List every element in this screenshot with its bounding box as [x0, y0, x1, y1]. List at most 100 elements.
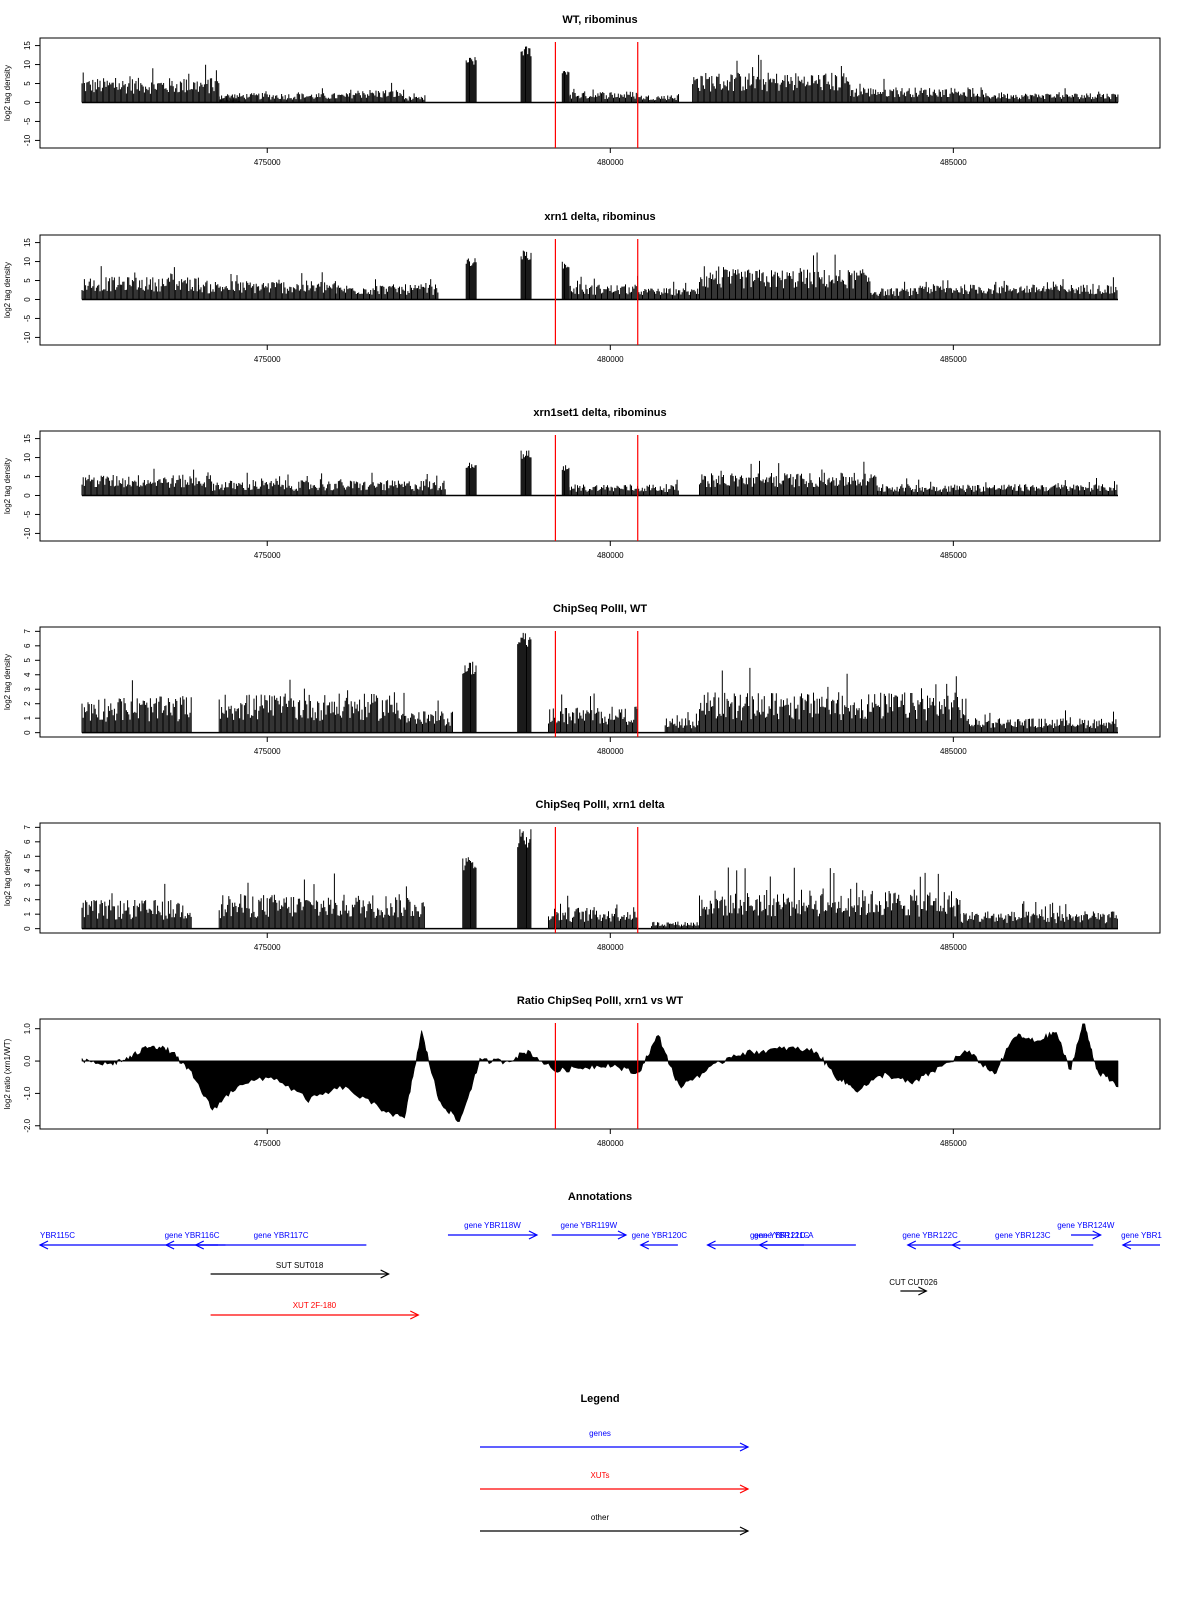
y-tick-label: 10 — [23, 257, 32, 266]
signal-bars — [218, 873, 425, 929]
y-tick-label: -5 — [23, 510, 32, 518]
x-tick-label: 485000 — [940, 1139, 967, 1148]
y-tick-label: -10 — [23, 331, 32, 343]
y-tick-label: 10 — [23, 453, 32, 462]
y-tick-label: 3 — [23, 686, 32, 691]
gene-label: gene YBR117C — [254, 1231, 309, 1240]
signal-bars — [959, 901, 1118, 929]
y-tick-label: 1 — [23, 911, 32, 916]
signal-bars — [81, 64, 220, 103]
gene-arrow-head — [617, 1230, 628, 1240]
signal-bars — [664, 712, 700, 733]
signal-bars — [465, 258, 477, 300]
y-tick-label: 0 — [23, 926, 32, 931]
y-tick-label: 15 — [23, 434, 32, 443]
panel-title: xrn1set1 delta, ribominus — [533, 407, 666, 419]
x-tick-label: 475000 — [254, 747, 281, 756]
legend-item-arrow-head — [739, 1442, 750, 1452]
signal-bars — [994, 478, 1118, 496]
y-tick-label: 2 — [23, 701, 32, 706]
y-tick-label: 1 — [23, 715, 32, 720]
signal-bars — [81, 883, 192, 929]
y-tick-label: -10 — [23, 134, 32, 146]
x-tick-label: 480000 — [597, 355, 624, 364]
signal-bars — [699, 667, 967, 733]
x-tick-label: 475000 — [254, 551, 281, 560]
legend: Legend genes XUTs other — [480, 1393, 750, 1536]
signal-bars — [966, 710, 1118, 733]
panel-5: ChipSeq PolII, xrn1 delta 0 1 2 3 4 5 6 7 log2 ta… — [3, 799, 1161, 952]
gene-label: gene YBR120C — [632, 1231, 688, 1240]
signal-bars — [198, 272, 336, 300]
plot-frame — [39, 37, 1161, 149]
panel-title: ChipSeq PolII, WT — [553, 603, 647, 615]
xut-label: XUT 2F-180 — [293, 1301, 337, 1310]
x-tick-label: 480000 — [597, 747, 624, 756]
gene-arrow-head — [194, 1240, 205, 1250]
x-tick-label: 485000 — [940, 943, 967, 952]
x-tick-label: 475000 — [254, 943, 281, 952]
signal-bars — [973, 87, 1119, 103]
panel-title: WT, ribominus — [562, 14, 637, 26]
legend-title: Legend — [580, 1393, 619, 1405]
gene-label: gene YBR123C — [995, 1231, 1051, 1240]
signal-bars — [462, 661, 477, 733]
y-axis-label: log2 tag density — [3, 262, 12, 318]
gene-label: gene YBR116C — [165, 1231, 220, 1240]
legend-item-label: XUTs — [590, 1471, 609, 1480]
signal-bars — [465, 57, 477, 103]
signal-bars — [699, 252, 871, 300]
signal-bars — [517, 632, 532, 733]
gene-label: gene YBR122C — [902, 1231, 958, 1240]
x-tick-label: 480000 — [597, 1139, 624, 1148]
y-tick-label: 6 — [23, 839, 32, 844]
signal-bars — [548, 693, 638, 733]
plot-frame — [39, 234, 1161, 346]
ratio-area — [81, 1023, 1119, 1122]
x-tick-label: 485000 — [940, 551, 967, 560]
gene-arrow-head — [906, 1240, 917, 1250]
y-axis-label: log2 ratio (xrn1/WT) — [3, 1038, 12, 1109]
y-tick-label: -5 — [23, 117, 32, 125]
y-tick-label: 15 — [23, 238, 32, 247]
legend-item-arrow-head — [739, 1526, 750, 1536]
gene-label: gene YBR119W — [561, 1221, 618, 1230]
signal-bars — [637, 281, 700, 300]
y-axis-label: log2 tag density — [3, 850, 12, 906]
x-tick-label: 475000 — [254, 355, 281, 364]
signal-bars — [877, 478, 995, 496]
y-tick-label: 0 — [23, 100, 32, 105]
gene-arrow-head — [164, 1240, 175, 1250]
other-label: CUT CUT026 — [889, 1278, 938, 1287]
signal-bars — [349, 82, 405, 103]
gene-label: gene YBR124W — [1057, 1221, 1115, 1230]
y-tick-label: 15 — [23, 41, 32, 50]
y-tick-label: 0 — [23, 297, 32, 302]
signal-bars — [517, 829, 532, 929]
signal-bars — [692, 54, 851, 103]
legend-item-arrow-head — [739, 1484, 750, 1494]
gene-arrow-head — [528, 1230, 539, 1240]
legend-item-label: other — [591, 1513, 610, 1522]
signal-bars — [462, 857, 477, 929]
signal-bars — [561, 71, 570, 103]
y-tick-label: 1.0 — [23, 1023, 32, 1035]
signal-bars — [561, 465, 570, 496]
y-tick-label: 4 — [23, 672, 32, 677]
xut-arrow-head — [410, 1310, 420, 1320]
y-tick-label: 0 — [23, 730, 32, 735]
x-tick-label: 475000 — [254, 158, 281, 167]
x-tick-label: 480000 — [597, 158, 624, 167]
panel-3: xrn1set1 delta, ribominus -10 -5 0 5 10 15 log2… — [3, 407, 1161, 560]
signal-bars — [81, 468, 213, 496]
signal-bars — [335, 279, 439, 300]
gene-arrow-head — [1092, 1230, 1103, 1240]
signal-bars — [548, 895, 638, 929]
y-tick-label: 5 — [23, 278, 32, 283]
gene-arrow-head — [1121, 1240, 1132, 1250]
signal-bars — [465, 462, 477, 496]
panel-6: Ratio ChipSeq PolII, xrn1 vs WT -2.0 -1.0 0… — [3, 995, 1161, 1148]
y-tick-label: 5 — [23, 854, 32, 859]
y-axis-label: log2 tag density — [3, 654, 12, 710]
signal-bars — [561, 261, 570, 300]
